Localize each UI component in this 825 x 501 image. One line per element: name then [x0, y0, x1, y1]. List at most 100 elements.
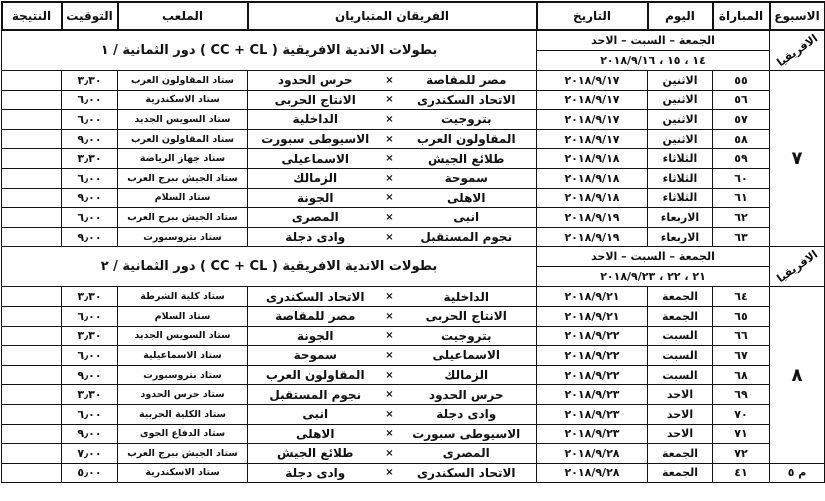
away-team: الاسماعيلى	[247, 148, 383, 169]
vs-mark: ×	[382, 384, 397, 405]
kickoff-time: ٦٫٠٠	[61, 207, 118, 228]
header-row: الاسبوع المباراة اليوم التاريخ الفريقان …	[0, 1, 825, 31]
match-day: الجمعة	[647, 305, 713, 327]
match-date: ٢٠١٨/٩/١٨	[536, 167, 648, 189]
stadium: ستاد الدفاع الجوى	[117, 423, 248, 445]
table-row: ٥٧ الاثنين ٢٠١٨/٩/١٧ بتروجيت × الداخلية ستاد ا…	[1, 109, 825, 130]
stadium: ستاد الجيش ببرج العرب	[117, 443, 248, 464]
match-day: الاثنين	[647, 109, 713, 130]
home-team: الداخلية	[396, 286, 537, 307]
match-date: ٢٠١٨/٩/٢٣	[536, 423, 648, 445]
match-date: ٢٠١٨/٩/٢٣	[536, 384, 648, 405]
result	[1, 384, 62, 405]
vs-mark: ×	[382, 207, 397, 228]
match-day: الثلاثاء	[647, 167, 713, 189]
stadium: ستاد السويس الجديد	[117, 325, 248, 347]
match-date: ٢٠١٨/٩/٢١	[536, 286, 648, 307]
week-number: ٨	[769, 286, 825, 464]
match-number: ٦٦	[712, 325, 770, 347]
home-team: مصر للمقاصة	[396, 70, 537, 91]
result	[1, 187, 62, 209]
stadium: ستاد السلام	[117, 305, 248, 327]
match-number: ٥٩	[712, 148, 770, 169]
match-number: ٦٢	[712, 207, 770, 228]
away-team: طلائع الجيش	[247, 443, 383, 464]
match-number: ٧١	[712, 423, 770, 445]
table-row: ٧ ٥٥ الاثنين ٢٠١٨/٩/١٧ مصر للمقاصة × حرس الحدو…	[1, 69, 825, 248]
stadium: ستاد الجيش ببرج العرب	[117, 207, 248, 228]
kickoff-time: ٦٫٠٠	[61, 345, 118, 366]
table-row: ٧٢ الجمعة ٢٠١٨/٩/٢٨ المصرى × طلائع الجيش ستاد …	[1, 443, 825, 464]
kickoff-time: ٦٫٠٠	[61, 89, 118, 111]
away-team: الاسيوطى سبورت	[247, 128, 383, 150]
stadium: ستاد الكلية الحربية	[117, 403, 248, 425]
vs-mark: ×	[382, 128, 397, 150]
stadium: ستاد السويس الجديد	[117, 109, 248, 130]
away-team: انبى	[247, 403, 383, 425]
result	[1, 89, 62, 111]
section-header-row: الافريقيا الجمعة – السبت – الاحد بطولات ال…	[1, 246, 825, 288]
away-team: مصر للمقاصة	[247, 305, 383, 327]
result	[1, 325, 62, 347]
vs-mark: ×	[382, 345, 397, 366]
kickoff-time: ٩٫٠٠	[61, 187, 118, 209]
home-team: نجوم المستقبل	[396, 226, 537, 248]
table-row: ٦٩ الاحد ٢٠١٨/٩/٢٣ حرس الحدود × نجوم المستقبل…	[1, 384, 825, 405]
kickoff-time: ٣٫٣٠	[61, 148, 118, 169]
home-team: المصرى	[396, 443, 537, 464]
vs-mark: ×	[382, 403, 397, 425]
kickoff-time: ٧٫٠٠	[61, 443, 118, 464]
match-day: الاحد	[647, 423, 713, 445]
home-team: وادى دجلة	[396, 403, 537, 425]
table-row: ٦٨ السبت ٢٠١٨/٩/٢٢ الزمالك × المقاولون العرب س…	[1, 364, 825, 386]
stadium: ستاد الاسكندرية	[117, 462, 248, 484]
stadium: ستاد بتروسبورت	[117, 364, 248, 386]
week-number: ٧	[769, 69, 825, 248]
table-row: ٥٦ الاثنين ٢٠١٨/٩/١٧ الاتحاد السكندرى × الانت…	[1, 89, 825, 111]
match-number: ٦١	[712, 187, 770, 209]
home-team: الاسيوطى سبورت	[396, 423, 537, 445]
match-date: ٢٠١٨/٩/٢٣	[536, 403, 648, 425]
match-day: الاثنين	[647, 70, 713, 91]
table-row: ٥٨ الاثنين ٢٠١٨/٩/١٧ المقاولون العرب × الاسيو…	[1, 128, 825, 150]
match-number: ٦٣	[712, 226, 770, 248]
away-team: الاتحاد السكندرى	[247, 286, 383, 307]
kickoff-time: ٦٫٠٠	[61, 167, 118, 189]
home-team: الزمالك	[396, 364, 537, 386]
away-team: سموحة	[247, 345, 383, 366]
kickoff-time: ٥٫٠٠	[61, 462, 118, 484]
header-match: المباراة	[711, 1, 771, 31]
away-team: الانتاج الحربى	[247, 89, 383, 111]
table-row: م ٥ ٤١ الجمعة ٢٠١٨/٩/٢٨ الاتحاد السكندرى × واد…	[1, 462, 825, 484]
vs-mark: ×	[382, 70, 397, 91]
match-number: ٥٧	[712, 109, 770, 130]
match-number: ٦٠	[712, 167, 770, 189]
stadium: ستاد الاسكندرية	[117, 89, 248, 111]
section-dates-row: ٢١ ، ٢٢ ، ٢٠١٨/٩/٢٣	[2, 266, 825, 288]
table-row: ٦٧ السبت ٢٠١٨/٩/٢٢ الاسماعيلى × سموحة ستاد الا…	[1, 345, 825, 366]
match-date: ٢٠١٨/٩/٢٨	[536, 462, 648, 484]
match-number: ٧٢	[712, 443, 770, 464]
match-date: ٢٠١٨/٩/٢٢	[536, 345, 648, 366]
section-tag-label: الافريقيا	[774, 31, 820, 70]
result	[1, 70, 62, 91]
stadium: ستاد الجيش ببرج العرب	[117, 167, 248, 189]
stadium: ستاد حرس الحدود	[117, 384, 248, 405]
home-team: بتروجيت	[396, 109, 537, 130]
header-week: الاسبوع	[768, 1, 825, 31]
header-date: التاريخ	[535, 1, 649, 31]
home-team: الاتحاد السكندرى	[396, 462, 537, 484]
stadium: ستاد جهاز الرياضة	[117, 148, 248, 169]
stadium: ستاد المقاولون العرب	[117, 128, 248, 150]
match-date: ٢٠١٨/٩/٢١	[536, 305, 648, 327]
header-stadium: الملعب	[116, 1, 249, 31]
stadium: ستاد المقاولون العرب	[117, 70, 248, 91]
away-team: حرس الحدود	[247, 70, 383, 91]
result	[1, 167, 62, 189]
match-day: السبت	[647, 325, 713, 347]
section-tag: الافريقيا	[769, 246, 825, 288]
away-team: وادى دجلة	[247, 462, 383, 484]
match-number: ٥٨	[712, 128, 770, 150]
match-day: السبت	[647, 364, 713, 386]
match-day: السبت	[647, 345, 713, 366]
